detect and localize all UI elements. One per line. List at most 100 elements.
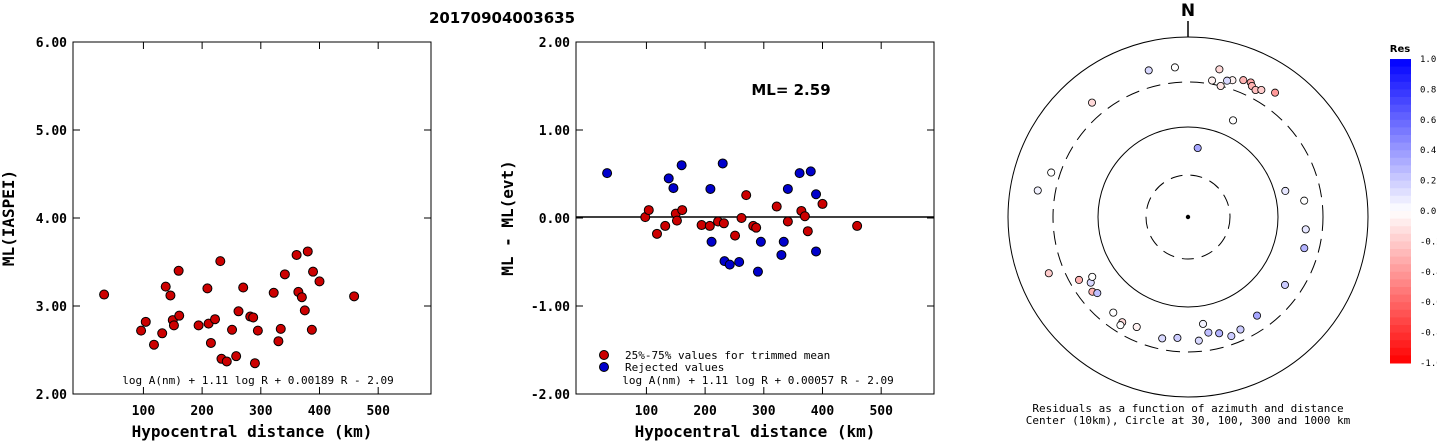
station-residual-point [1208,76,1217,85]
point-trimmed [771,201,782,212]
colorbar-swatch [1390,135,1411,144]
x-tick-label: 500 [869,404,893,419]
station-residual-point [1281,186,1290,195]
colorbar-swatch [1390,317,1411,326]
station-residual-point [1116,321,1125,330]
station-residual-point [1280,280,1289,289]
colorbar-tick-label: 1.0 [1420,55,1436,65]
colorbar-swatch [1390,211,1411,220]
point-rejected [811,246,822,257]
point-rejected [734,257,745,267]
colorbar-tick-label: 0.2 [1420,177,1436,187]
station-residual-point [1093,289,1102,298]
data-point [252,325,263,336]
colorbar-swatch [1390,203,1411,212]
station-residual-point [1227,332,1236,341]
ml-annotation: ML= 2.59 [751,81,830,99]
station-residual-point [1158,334,1167,343]
x-tick-label: 400 [308,404,332,419]
point-trimmed [799,211,810,222]
y-tick-label: 3.00 [36,300,67,315]
x-tick-label: 500 [366,404,390,419]
data-point [221,356,232,367]
station-residual-point [1170,63,1179,72]
data-point [215,256,226,267]
circle-1000km [1007,36,1369,398]
colorbar-swatch [1390,241,1411,250]
data-point [136,325,147,336]
legend-marker-rejected [599,362,609,372]
station-residual-point [1109,308,1118,317]
data-point [233,306,244,317]
y-axis-label-2: ML - ML(evt) [498,160,517,276]
colorbar-swatch [1390,287,1411,296]
panel-residual-vs-distance: -2.00 -1.00 0.00 1.00 2.00 100 200 300 400 500 M… [498,36,935,441]
colorbar-tick-label: -0.4 [1420,268,1437,278]
point-rejected [782,183,793,194]
colorbar-swatch [1390,142,1411,151]
point-rejected [755,236,766,247]
data-point [140,316,151,327]
point-trimmed [696,220,707,231]
data-point [302,246,313,257]
colorbar-swatch [1390,340,1411,349]
epicenter-dot [1185,214,1191,220]
colorbar-swatch [1390,59,1411,68]
data-point [205,337,216,348]
point-trimmed [852,220,863,231]
colorbar-swatch [1390,165,1411,174]
polar-caption-1: Residuals as a function of azimuth and d… [1032,402,1343,415]
station-residual-point [1088,98,1097,107]
data-point [99,289,110,300]
colorbar-tick-label: -0.2 [1420,237,1437,247]
data-point [296,292,307,303]
y-tick-label: 2.00 [539,36,570,51]
y-tick-label: -1.00 [531,300,570,315]
station-residual-point [1300,196,1309,205]
data-point [165,290,176,301]
x-tick-label: 100 [132,404,156,419]
colorbar-swatch [1390,325,1411,334]
point-rejected [717,158,728,169]
colorbar-swatch [1390,188,1411,197]
point-trimmed [643,205,654,216]
colorbar-swatch [1390,218,1411,227]
data-point [227,324,238,335]
data-point [306,324,317,335]
colorbar-swatch [1390,279,1411,288]
colorbar-swatch [1390,271,1411,280]
data-point [238,282,249,293]
data-point [173,265,184,276]
colorbar-swatch [1390,81,1411,90]
point-rejected [705,183,716,194]
x-axis-label-2: Hypocentral distance (km) [635,422,876,441]
colorbar-swatch [1390,264,1411,273]
point-trimmed [677,205,688,216]
plot-frame-1 [72,41,432,395]
colorbar-swatch [1390,173,1411,182]
station-residual-point [1044,269,1053,278]
colorbar-swatch [1390,309,1411,318]
y-axis-label-1: ML(IASPEI) [0,170,18,266]
y-tick-label: 5.00 [36,124,67,139]
colorbar-swatch [1390,347,1411,356]
station-residual-point [1194,336,1203,345]
point-trimmed [671,215,682,226]
polar-caption-2: Center (10km), Circle at 30, 100, 300 an… [1026,414,1351,427]
data-point [273,336,284,347]
colorbar-swatch [1390,89,1411,98]
point-trimmed [817,198,828,209]
data-point [268,287,279,298]
data-point [193,320,204,331]
colorbar-swatch [1390,302,1411,311]
point-rejected [811,189,822,200]
station-residual-point [1132,322,1141,331]
station-residual-point [1215,65,1224,74]
data-point [308,266,319,277]
x-axis-label-1: Hypocentral distance (km) [132,422,373,441]
colorbar-tick-label: -0.6 [1420,298,1437,308]
data-point [279,269,290,280]
colorbar-swatch [1390,127,1411,136]
point-trimmed [741,190,752,201]
point-rejected [794,168,805,179]
